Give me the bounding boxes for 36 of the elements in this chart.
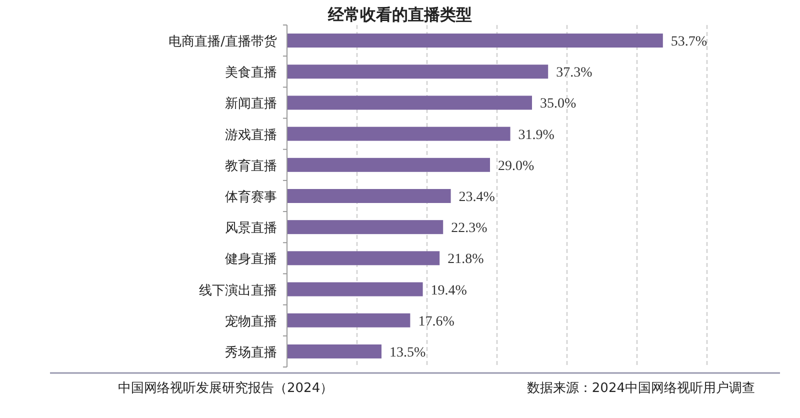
bar [287, 34, 663, 48]
bar [287, 189, 451, 203]
y-tick-label: 电商直播/直播带货 [168, 34, 277, 50]
y-tick-label: 线下演出直播 [199, 283, 277, 298]
bar [287, 344, 382, 358]
y-tick-label: 美食直播 [225, 64, 277, 81]
data-label: 22.3% [451, 221, 488, 236]
data-label: 35.0% [540, 96, 576, 112]
y-tick-label: 秀场直播 [225, 345, 277, 360]
data-label: 13.5% [390, 345, 426, 360]
y-tick-label: 健身直播 [225, 252, 277, 268]
data-label: 29.0% [498, 158, 534, 174]
data-label: 23.4% [458, 190, 496, 205]
bar [287, 251, 440, 266]
bar [287, 282, 423, 296]
bar [287, 126, 510, 141]
bar [287, 64, 548, 79]
text: 中国网络视听发展研究报告（2024） [118, 381, 334, 396]
y-tick-label: 风景直播 [225, 221, 277, 236]
source-note: 数据来源：2024中国网络视听用户调查 [526, 381, 755, 396]
chart-title: 经常收看的直播类型 [327, 5, 472, 24]
data-label: 21.8% [448, 252, 484, 268]
y-tick-label: 体育赛事 [225, 189, 277, 205]
y-tick-label: 新闻直播 [225, 96, 277, 112]
bar [287, 313, 410, 328]
bar [287, 220, 444, 234]
data-label: 17.6% [418, 314, 455, 330]
data-label: 19.4% [430, 283, 468, 298]
bar [287, 158, 490, 172]
y-tick-label: 教育直播 [225, 158, 277, 174]
bar [287, 96, 532, 110]
data-label: 37.3% [556, 66, 593, 81]
data-label: 31.9% [518, 128, 555, 143]
y-tick-label: 宠物直播 [225, 314, 277, 330]
data-label: 53.7% [670, 34, 708, 50]
y-tick-label: 游戏直播 [225, 128, 277, 143]
